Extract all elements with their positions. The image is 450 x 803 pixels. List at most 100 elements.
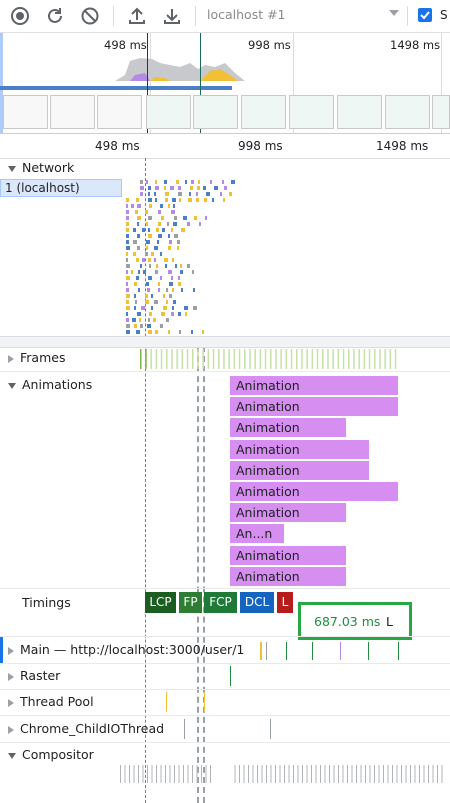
frame-bar[interactable] xyxy=(322,349,324,369)
compositor-event[interactable] xyxy=(338,765,339,783)
compositor-event[interactable] xyxy=(252,765,254,783)
network-request-bar[interactable] xyxy=(140,264,142,268)
record-icon[interactable] xyxy=(10,6,30,26)
network-request-bar[interactable] xyxy=(126,234,129,238)
frame-bar[interactable] xyxy=(337,349,340,369)
expand-icon[interactable] xyxy=(8,382,16,389)
network-request-bar[interactable] xyxy=(166,300,168,304)
network-request-bar[interactable] xyxy=(197,186,200,190)
compositor-event[interactable] xyxy=(165,765,166,783)
compositor-event[interactable] xyxy=(419,765,420,783)
animation-bar[interactable]: Animation xyxy=(230,566,346,586)
network-request-bar[interactable] xyxy=(163,294,165,298)
network-request-bar[interactable] xyxy=(172,288,174,292)
network-request-bar[interactable] xyxy=(136,198,139,202)
network-request-bar[interactable] xyxy=(183,216,187,220)
compositor-event[interactable] xyxy=(333,765,335,783)
compositor-event[interactable] xyxy=(239,765,240,783)
frame-bar[interactable] xyxy=(270,349,272,369)
network-request-bar[interactable] xyxy=(136,276,139,280)
reload-icon[interactable] xyxy=(45,6,65,26)
frame-bar[interactable] xyxy=(290,349,293,369)
frame-bar[interactable] xyxy=(368,349,371,369)
frame-bar[interactable] xyxy=(358,349,360,369)
compositor-event[interactable] xyxy=(201,765,202,783)
network-request-bar[interactable] xyxy=(145,252,148,256)
network-request-bar[interactable] xyxy=(171,228,173,232)
network-request-bar[interactable] xyxy=(229,192,232,196)
network-request-bar[interactable] xyxy=(172,198,176,202)
compositor-event[interactable] xyxy=(160,765,162,783)
network-request-bar[interactable] xyxy=(137,246,140,250)
compositor-event[interactable] xyxy=(151,765,153,783)
network-request-bar[interactable] xyxy=(181,288,183,292)
frame-bar[interactable] xyxy=(160,349,163,369)
network-request-bar[interactable] xyxy=(140,192,143,196)
network-request-bar[interactable] xyxy=(135,210,138,214)
raster-track-header[interactable]: Raster xyxy=(8,668,60,683)
network-request-bar[interactable] xyxy=(193,306,197,310)
network-request-bar[interactable] xyxy=(133,240,137,244)
network-request-bar[interactable] xyxy=(148,186,151,190)
frame-bar[interactable] xyxy=(311,349,314,369)
network-request-bar[interactable] xyxy=(165,264,167,268)
frame-bar[interactable] xyxy=(280,349,282,369)
compositor-event[interactable] xyxy=(156,765,157,783)
animation-bar[interactable]: Animation xyxy=(230,503,346,523)
network-request-bar[interactable] xyxy=(151,306,153,310)
network-request-bar[interactable] xyxy=(224,186,227,190)
compositor-event[interactable] xyxy=(410,765,411,783)
network-request-bar[interactable] xyxy=(146,240,150,244)
frame-bar[interactable] xyxy=(254,349,256,369)
network-request-bar[interactable] xyxy=(146,246,148,250)
compositor-event[interactable] xyxy=(329,765,330,783)
compositor-event[interactable] xyxy=(356,765,357,783)
expand-icon[interactable] xyxy=(8,698,14,707)
frame-bar[interactable] xyxy=(197,349,199,369)
network-request-bar[interactable] xyxy=(187,222,190,226)
filmstrip-thumbnail[interactable] xyxy=(3,95,48,129)
childio-event[interactable] xyxy=(184,719,185,739)
network-request-bar[interactable] xyxy=(202,330,204,334)
network-request-bar[interactable] xyxy=(126,264,130,268)
network-request-bar[interactable] xyxy=(148,198,152,202)
raster-event[interactable] xyxy=(230,666,231,686)
network-request-bar[interactable] xyxy=(133,252,136,256)
compositor-event[interactable] xyxy=(192,765,193,783)
network-request-bar[interactable] xyxy=(210,180,212,184)
network-request-bar[interactable] xyxy=(148,330,152,334)
compositor-event[interactable] xyxy=(315,765,317,783)
network-request-bar[interactable] xyxy=(166,318,169,322)
timing-marker-l[interactable]: L xyxy=(277,592,293,613)
network-request-bar[interactable] xyxy=(126,198,129,202)
network-request-bar[interactable] xyxy=(194,216,197,220)
thread-pool-event[interactable] xyxy=(204,692,205,712)
timing-marker-dcl[interactable]: DCL xyxy=(240,592,274,613)
compositor-event[interactable] xyxy=(320,765,321,783)
compositor-event[interactable] xyxy=(270,765,272,783)
compositor-event[interactable] xyxy=(196,765,198,783)
network-request-bar[interactable] xyxy=(137,216,141,220)
frame-bar[interactable] xyxy=(389,349,392,369)
frame-bar[interactable] xyxy=(166,349,168,369)
network-request-bar[interactable] xyxy=(168,246,171,250)
network-request-bar[interactable] xyxy=(184,306,188,310)
thread-pool-track-header[interactable]: Thread Pool xyxy=(8,694,94,709)
compositor-event[interactable] xyxy=(378,765,380,783)
network-request-bar[interactable] xyxy=(164,186,166,190)
network-request-bar[interactable] xyxy=(223,198,225,202)
network-request-bar[interactable] xyxy=(142,258,145,262)
network-request-bar[interactable] xyxy=(155,330,158,334)
network-request-bar[interactable] xyxy=(212,198,214,202)
network-request-bar[interactable] xyxy=(179,198,181,202)
url-select[interactable]: localhost #1 xyxy=(207,7,286,22)
network-request-bar[interactable] xyxy=(164,180,167,184)
filmstrip-thumbnail[interactable] xyxy=(432,95,450,129)
network-request-bar[interactable] xyxy=(156,228,159,232)
frame-bar[interactable] xyxy=(379,349,381,369)
network-request-bar[interactable] xyxy=(146,282,149,286)
network-request-bar[interactable] xyxy=(160,324,163,328)
frame-bar[interactable] xyxy=(316,349,319,369)
network-request-bar[interactable] xyxy=(171,276,173,280)
network-request-bar[interactable] xyxy=(196,198,199,202)
